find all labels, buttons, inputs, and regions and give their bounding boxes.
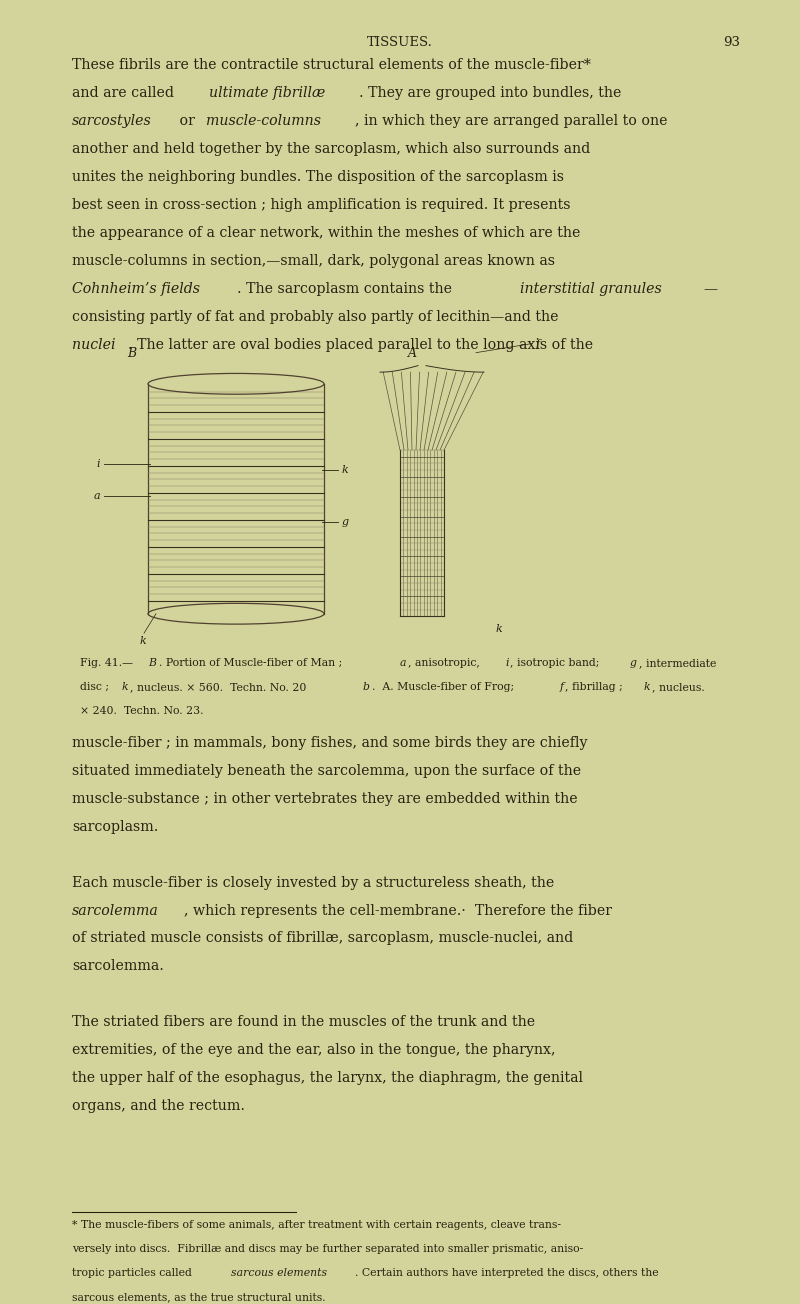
Text: * The muscle-fibers of some animals, after treatment with certain reagents, clea: * The muscle-fibers of some animals, aft… — [72, 1219, 561, 1230]
Text: disc ;: disc ; — [80, 682, 113, 692]
Text: muscle-fiber ; in mammals, bony fishes, and some birds they are chiefly: muscle-fiber ; in mammals, bony fishes, … — [72, 735, 587, 750]
Text: sarcostyles: sarcostyles — [72, 115, 152, 128]
Text: Each muscle-fiber is closely invested by a structureless sheath, the: Each muscle-fiber is closely invested by… — [72, 875, 554, 889]
Text: i: i — [97, 459, 100, 468]
Text: and are called: and are called — [72, 86, 178, 100]
Text: muscle-substance ; in other vertebrates they are embedded within the: muscle-substance ; in other vertebrates … — [72, 792, 578, 806]
Text: f: f — [559, 682, 563, 692]
Text: sarcolemma: sarcolemma — [72, 904, 158, 918]
Text: , isotropic band;: , isotropic band; — [510, 659, 602, 668]
Text: sarcolemma.: sarcolemma. — [72, 960, 164, 973]
Text: a: a — [400, 659, 406, 668]
Text: 93: 93 — [723, 37, 740, 50]
Text: best seen in cross-section ; high amplification is required. It presents: best seen in cross-section ; high amplif… — [72, 198, 570, 213]
Text: , fibrillag ;: , fibrillag ; — [565, 682, 626, 692]
Text: . Portion of Muscle-fiber of Man ;: . Portion of Muscle-fiber of Man ; — [158, 659, 346, 668]
Text: another and held together by the sarcoplasm, which also surrounds and: another and held together by the sarcopl… — [72, 142, 590, 156]
Text: versely into discs.  Fibrillæ and discs may be further separated into smaller pr: versely into discs. Fibrillæ and discs m… — [72, 1244, 583, 1254]
Text: TISSUES.: TISSUES. — [367, 37, 433, 50]
Text: Cohnheim’s fields: Cohnheim’s fields — [72, 282, 200, 296]
Text: unites the neighboring bundles. The disposition of the sarcoplasm is: unites the neighboring bundles. The disp… — [72, 170, 564, 184]
Text: nuclei: nuclei — [72, 338, 115, 352]
Text: B: B — [127, 347, 137, 360]
Text: × 240.  Techn. No. 23.: × 240. Techn. No. 23. — [80, 707, 203, 716]
Text: g: g — [342, 518, 349, 527]
Text: . The latter are oval bodies placed parallel to the long axis of the: . The latter are oval bodies placed para… — [128, 338, 594, 352]
Text: organs, and the rectum.: organs, and the rectum. — [72, 1099, 245, 1114]
Text: . They are grouped into bundles, the: . They are grouped into bundles, the — [359, 86, 622, 100]
Text: Fig. 41.—: Fig. 41.— — [80, 659, 133, 668]
Text: .  A. Muscle-fiber of Frog;: . A. Muscle-fiber of Frog; — [372, 682, 518, 692]
Text: b: b — [362, 682, 370, 692]
Text: sarcoplasm.: sarcoplasm. — [72, 820, 158, 833]
Text: i: i — [506, 659, 509, 668]
Text: muscle-columns: muscle-columns — [206, 115, 322, 128]
Text: consisting partly of fat and probably also partly of lecithin—and the: consisting partly of fat and probably al… — [72, 310, 558, 323]
Text: , nucleus. × 560.  Techn. No. 20: , nucleus. × 560. Techn. No. 20 — [130, 682, 310, 692]
Text: . Certain authors have interpreted the discs, others the: . Certain authors have interpreted the d… — [355, 1269, 659, 1278]
Text: k: k — [140, 636, 146, 645]
Text: , nucleus.: , nucleus. — [652, 682, 705, 692]
Text: a: a — [94, 492, 100, 501]
Text: the upper half of the esophagus, the larynx, the diaphragm, the genital: the upper half of the esophagus, the lar… — [72, 1071, 583, 1085]
Text: k: k — [496, 625, 502, 634]
Text: ultimate fibrillæ: ultimate fibrillæ — [210, 86, 326, 100]
Text: , which represents the cell-membrane.·  Therefore the fiber: , which represents the cell-membrane.· T… — [184, 904, 612, 918]
Text: the appearance of a clear network, within the meshes of which are the: the appearance of a clear network, withi… — [72, 226, 580, 240]
Text: interstitial granules: interstitial granules — [520, 282, 662, 296]
Text: , intermediate: , intermediate — [638, 659, 716, 668]
Text: situated immediately beneath the sarcolemma, upon the surface of the: situated immediately beneath the sarcole… — [72, 764, 581, 778]
Text: g: g — [630, 659, 637, 668]
Text: k: k — [122, 682, 129, 692]
Text: tropic particles called: tropic particles called — [72, 1269, 195, 1278]
Text: A: A — [407, 347, 417, 360]
Text: extremities, of the eye and the ear, also in the tongue, the pharynx,: extremities, of the eye and the ear, als… — [72, 1043, 555, 1058]
Text: of striated muscle consists of fibrillæ, sarcoplasm, muscle-nuclei, and: of striated muscle consists of fibrillæ,… — [72, 931, 574, 945]
Text: . The sarcoplasm contains the: . The sarcoplasm contains the — [237, 282, 457, 296]
Text: , in which they are arranged parallel to one: , in which they are arranged parallel to… — [354, 115, 667, 128]
Text: These fibrils are the contractile structural elements of the muscle-fiber*: These fibrils are the contractile struct… — [72, 59, 591, 73]
Text: k: k — [342, 466, 348, 475]
Text: B: B — [148, 659, 156, 668]
Text: muscle-columns in section,—small, dark, polygonal areas known as: muscle-columns in section,—small, dark, … — [72, 254, 555, 267]
Text: —: — — [703, 282, 718, 296]
Text: The striated fibers are found in the muscles of the trunk and the: The striated fibers are found in the mus… — [72, 1016, 535, 1029]
Text: k: k — [644, 682, 650, 692]
Text: sarcous elements, as the true structural units.: sarcous elements, as the true structural… — [72, 1292, 326, 1303]
Text: f: f — [536, 339, 540, 348]
Text: or: or — [175, 115, 199, 128]
Text: , anisotropic,: , anisotropic, — [408, 659, 483, 668]
Text: sarcous elements: sarcous elements — [231, 1269, 327, 1278]
